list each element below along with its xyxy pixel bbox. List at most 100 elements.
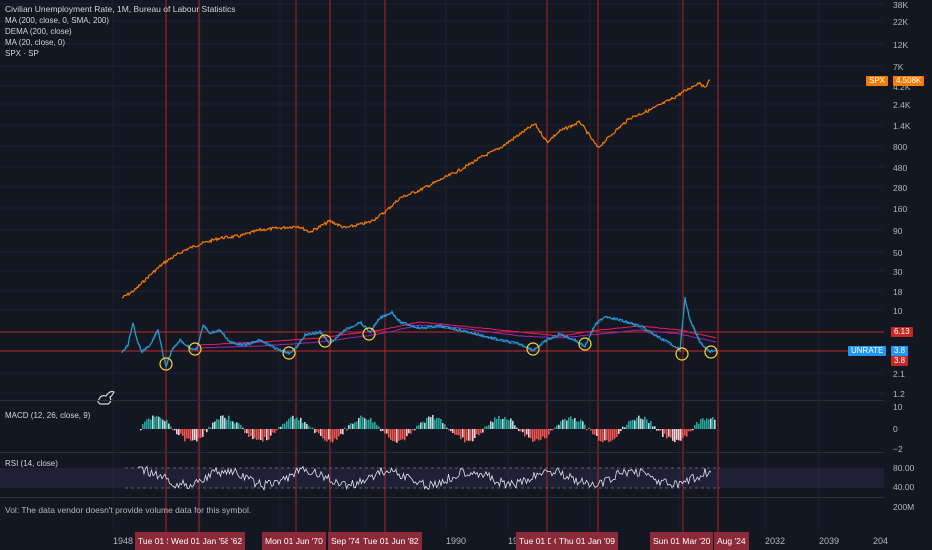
- macd-bar: [316, 429, 318, 432]
- macd-bar: [266, 429, 268, 441]
- macd-bar: [288, 418, 290, 429]
- macd-bar: [348, 425, 350, 429]
- symbol-title[interactable]: Civilian Unemployment Rate, 1M, Bureau o…: [5, 4, 236, 14]
- macd-bar: [404, 429, 406, 441]
- macd-bar: [592, 429, 594, 435]
- macd-bar: [442, 423, 444, 429]
- pane-divider[interactable]: [0, 497, 884, 498]
- macd-bar: [440, 419, 442, 429]
- macd-bar: [312, 427, 314, 429]
- macd-bar: [714, 419, 716, 429]
- macd-bar: [690, 429, 692, 432]
- macd-bar: [608, 429, 610, 443]
- macd-bar: [356, 421, 358, 429]
- macd-bar: [194, 429, 196, 440]
- macd-bar: [178, 429, 180, 436]
- macd-bar: [490, 421, 492, 429]
- price-tick-label: 2.4K: [893, 100, 911, 110]
- macd-bar: [448, 429, 450, 431]
- macd-bar: [160, 417, 162, 429]
- macd-bar: [646, 419, 648, 429]
- legend-spx[interactable]: SPX · SP: [5, 49, 39, 58]
- macd-bar: [520, 429, 522, 432]
- macd-bar: [218, 419, 220, 429]
- macd-bar: [588, 427, 590, 429]
- macd-bar: [342, 429, 344, 435]
- macd-bar: [336, 429, 338, 440]
- macd-bar: [602, 429, 604, 443]
- time-tick-label: 2032: [765, 536, 786, 546]
- macd-bar: [552, 429, 554, 431]
- macd-bar: [360, 415, 362, 429]
- price-tick-label: 800: [893, 142, 908, 152]
- macd-bar: [384, 429, 386, 434]
- macd-bar: [198, 429, 200, 439]
- hline-price-badge-upper: 6.13: [891, 327, 913, 337]
- macd-bar: [438, 417, 440, 429]
- macd-bar: [410, 429, 412, 434]
- legend-ma20[interactable]: MA (20, close, 0): [5, 38, 66, 47]
- macd-bar: [166, 419, 168, 429]
- macd-bar: [276, 429, 278, 431]
- macd-bar: [144, 421, 146, 429]
- macd-bar: [392, 429, 394, 442]
- macd-bar: [544, 429, 546, 439]
- macd-bar: [676, 429, 678, 440]
- vertical-line-date-label: Tue 01 Jun '82: [360, 532, 422, 550]
- macd-bar: [358, 417, 360, 429]
- macd-bar: [516, 427, 518, 429]
- macd-bar: [158, 416, 160, 429]
- macd-bar: [270, 429, 272, 436]
- macd-bar: [180, 429, 182, 434]
- macd-bar: [578, 421, 580, 429]
- macd-bar: [584, 424, 586, 429]
- macd-bar: [228, 415, 230, 429]
- macd-bar: [504, 416, 506, 429]
- pane-divider[interactable]: [0, 452, 884, 453]
- macd-bar: [322, 429, 324, 439]
- rsi-series-line: [137, 465, 712, 491]
- macd-bar: [450, 429, 452, 432]
- macd-bar: [170, 426, 172, 429]
- trough-circle-marker: [704, 345, 718, 359]
- vertical-line-date-label: Sep '74: [328, 532, 363, 550]
- macd-bar: [244, 429, 246, 433]
- macd-bar: [364, 418, 366, 429]
- macd-bar: [696, 421, 698, 429]
- rsi-pane-label[interactable]: RSI (14, close): [5, 459, 58, 468]
- macd-bar: [612, 429, 614, 440]
- macd-bar: [190, 429, 192, 441]
- macd-bar: [606, 429, 608, 441]
- macd-bar: [540, 429, 542, 440]
- macd-bar: [522, 429, 524, 433]
- macd-bar: [634, 420, 636, 429]
- macd-bar: [196, 429, 198, 442]
- macd-bar: [556, 425, 558, 429]
- vertical-line-date-label: '62: [228, 532, 246, 550]
- vertical-line-date-label: Thu 01 Jan '09: [556, 532, 618, 550]
- legend-ma200[interactable]: MA (200, close, 0, SMA, 200): [5, 16, 110, 25]
- macd-bar: [324, 429, 326, 441]
- macd-bar: [234, 423, 236, 429]
- macd-bar: [294, 418, 296, 429]
- macd-bar: [622, 426, 624, 429]
- macd-tick-label: 0: [893, 424, 898, 434]
- macd-tick-label: −2: [893, 444, 903, 454]
- macd-bar: [184, 429, 186, 442]
- macd-bar: [332, 429, 334, 443]
- price-tick-label: 280: [893, 183, 908, 193]
- macd-bar: [498, 415, 500, 429]
- macd-bar: [474, 429, 476, 439]
- macd-bar: [302, 422, 304, 429]
- pane-divider[interactable]: [0, 400, 884, 401]
- legend-dema[interactable]: DEMA (200, close): [5, 27, 72, 36]
- macd-bar: [250, 429, 252, 437]
- macd-pane-label[interactable]: MACD (12, 26, close, 9): [5, 411, 91, 420]
- unrate-value-badge: 3.8: [891, 346, 909, 356]
- rsi-tick-label: 40.00: [893, 482, 915, 492]
- macd-bar: [292, 415, 294, 429]
- dema-series-line: [199, 324, 717, 349]
- macd-bar: [572, 419, 574, 429]
- macd-bar: [282, 423, 284, 429]
